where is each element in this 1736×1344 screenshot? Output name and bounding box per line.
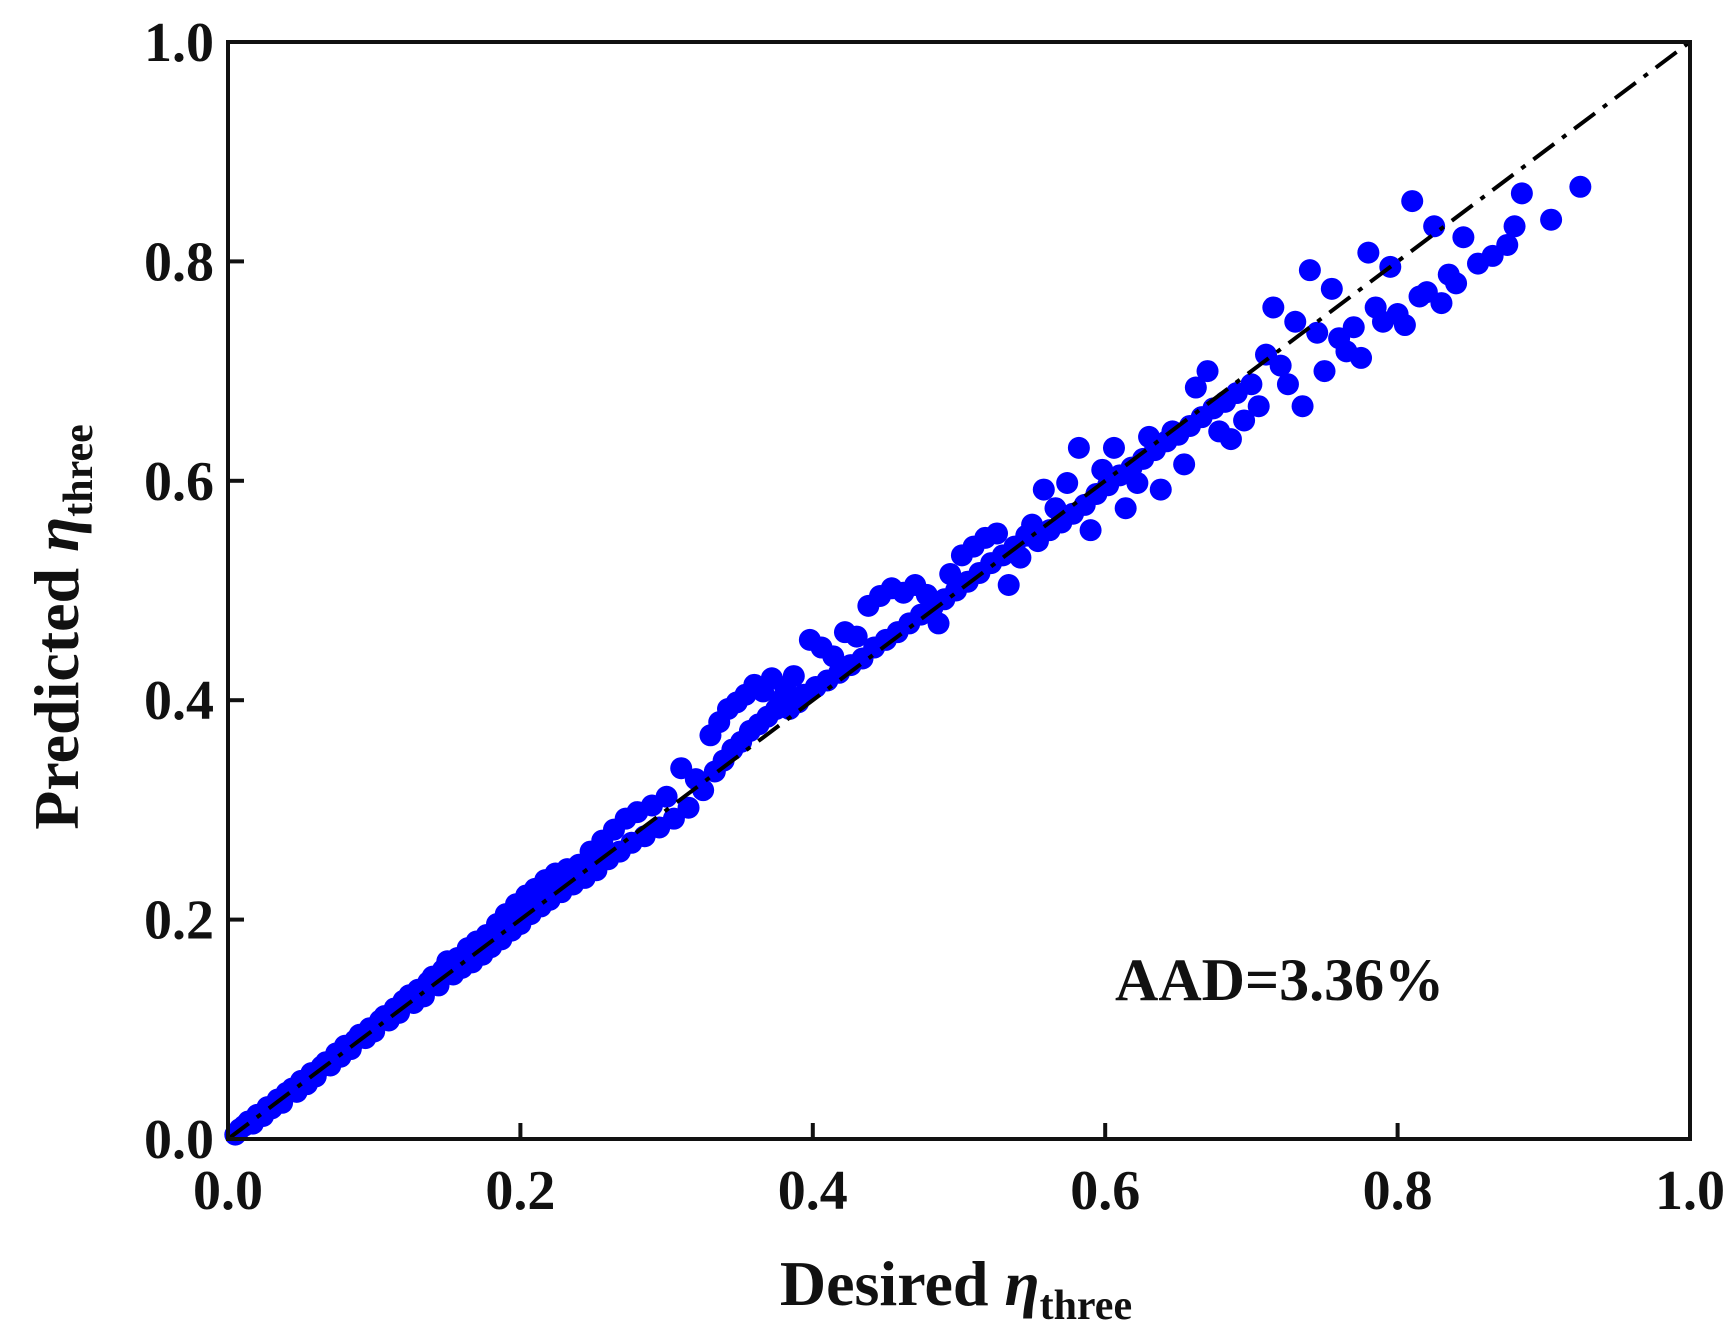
y-axis-title: Predicted ηthree bbox=[21, 424, 102, 829]
aad-annotation: AAD=3.36% bbox=[1115, 947, 1444, 1013]
data-point bbox=[1240, 373, 1263, 396]
data-point bbox=[1269, 354, 1292, 377]
data-point bbox=[1496, 233, 1519, 256]
data-point bbox=[1173, 453, 1196, 476]
x-tick-label: 0.4 bbox=[778, 1160, 848, 1222]
data-point bbox=[1503, 215, 1526, 238]
x-tick-label: 1.0 bbox=[1655, 1160, 1725, 1222]
plot-frame bbox=[226, 40, 1692, 1141]
data-point bbox=[1306, 321, 1329, 344]
data-point bbox=[782, 665, 805, 688]
x-axis-title-subscript: three bbox=[1040, 1283, 1133, 1329]
data-point bbox=[1313, 360, 1336, 383]
data-point bbox=[1079, 519, 1102, 542]
data-point bbox=[1445, 272, 1468, 295]
data-point bbox=[1126, 471, 1149, 494]
data-point bbox=[1114, 497, 1137, 520]
data-point bbox=[655, 785, 678, 808]
data-point bbox=[1276, 373, 1299, 396]
data-point bbox=[1357, 241, 1380, 264]
axis-ticks: 0.0 0.2 0.4 0.6 0.8 1.0 0.0 0.2 0.4 0.6 0.8 1.0 bbox=[144, 12, 1725, 1222]
data-point bbox=[1510, 182, 1533, 205]
data-point bbox=[1569, 175, 1592, 198]
data-point bbox=[1540, 208, 1563, 231]
data-point bbox=[1102, 436, 1125, 459]
y-tick-label: 0.6 bbox=[144, 451, 214, 513]
data-point bbox=[1262, 296, 1285, 319]
data-point bbox=[692, 779, 715, 802]
data-point bbox=[1393, 314, 1416, 337]
data-point bbox=[1149, 478, 1172, 501]
data-point bbox=[1298, 259, 1321, 282]
x-tick-label: 0.0 bbox=[193, 1160, 263, 1222]
y-tick-label: 0.8 bbox=[144, 231, 214, 293]
x-tick-label: 0.2 bbox=[485, 1160, 555, 1222]
y-axis-title-symbol: η bbox=[21, 517, 92, 552]
data-point bbox=[1350, 346, 1373, 369]
y-tick-label: 0.0 bbox=[144, 1109, 214, 1171]
data-points bbox=[224, 175, 1592, 1146]
x-axis-title-prefix: Desired bbox=[780, 1248, 1005, 1319]
data-point bbox=[1032, 478, 1055, 501]
data-point bbox=[1247, 395, 1270, 418]
data-point bbox=[1452, 226, 1475, 249]
data-point bbox=[1184, 376, 1207, 399]
data-point bbox=[1430, 292, 1453, 315]
y-tick-label: 1.0 bbox=[144, 12, 214, 74]
y-axis-title-prefix: Predicted bbox=[21, 552, 92, 830]
y-tick-label: 0.4 bbox=[144, 670, 214, 732]
data-point bbox=[677, 796, 700, 819]
x-axis-title-symbol: η bbox=[1004, 1248, 1039, 1319]
x-tick-label: 0.8 bbox=[1363, 1160, 1433, 1222]
data-point bbox=[1067, 436, 1090, 459]
data-point bbox=[1284, 310, 1307, 333]
y-axis-title-subscript: three bbox=[56, 424, 102, 517]
data-point bbox=[986, 522, 1009, 545]
data-point bbox=[1423, 215, 1446, 238]
data-point bbox=[1233, 409, 1256, 432]
x-tick-label: 0.6 bbox=[1070, 1160, 1140, 1222]
x-axis-title: Desired ηthree bbox=[780, 1248, 1132, 1329]
data-point bbox=[1401, 190, 1424, 213]
data-point bbox=[927, 612, 950, 635]
data-point bbox=[1196, 360, 1219, 383]
data-point bbox=[1219, 428, 1242, 451]
data-point bbox=[1056, 471, 1079, 494]
data-point bbox=[1342, 316, 1365, 339]
data-point bbox=[845, 625, 868, 648]
data-point bbox=[1320, 277, 1343, 300]
data-point bbox=[997, 574, 1020, 597]
y-tick-label: 0.2 bbox=[144, 890, 214, 952]
data-point bbox=[1009, 546, 1032, 569]
data-point bbox=[1291, 395, 1314, 418]
